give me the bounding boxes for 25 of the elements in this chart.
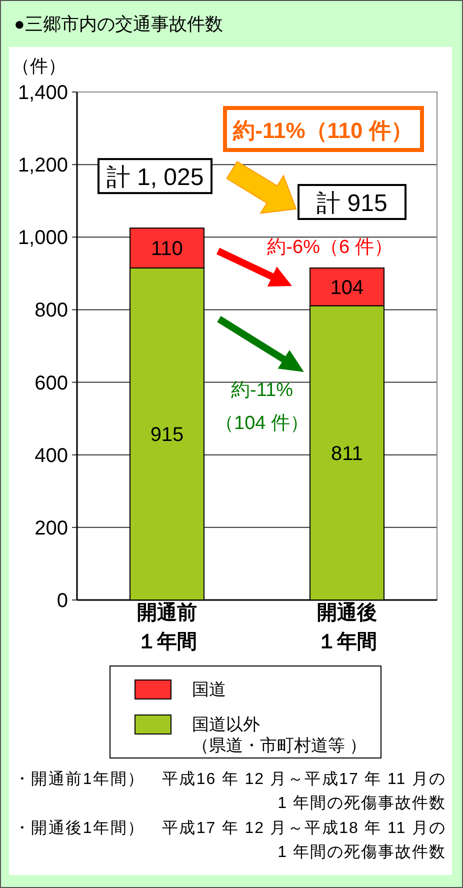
legend-label: 国道 [192, 679, 227, 700]
data-label: 110 [151, 238, 183, 260]
data-label: 104 [330, 276, 364, 299]
legend-label: 国道以外（県道・市町村道等 ） [192, 714, 368, 756]
total-label: 計 1, 025 [106, 164, 204, 192]
y-tick-label: 1,000 [18, 227, 68, 250]
x-tick-label: 開通後１年間 [316, 601, 378, 655]
total-label: 計 915 [316, 190, 388, 217]
y-tick-label: 1,200 [18, 154, 68, 177]
annotation: 約-11%（110 件） [232, 118, 413, 143]
data-label: 915 [150, 424, 184, 446]
title: ●三郷市内の交通事故件数 [14, 14, 223, 34]
y-tick-label: 400 [34, 444, 68, 467]
annotation: 約-11%（104 件） [214, 379, 310, 436]
y-tick-label: 800 [34, 300, 68, 322]
text: ・開通後1年間） 平成17 年 12 月～平成18 年 11 月の1 年間の死傷事故件数 [14, 818, 446, 863]
ylabel: （件） [12, 56, 66, 76]
y-tick-label: 0 [56, 590, 68, 612]
data-label: 811 [331, 442, 363, 465]
y-tick-label: 1,400 [18, 82, 68, 104]
text: ・開通前1年間） 平成16 年 12 月～平成17 年 11 月の1 年間の死傷事故件数 [14, 770, 446, 814]
x-tick-label: 開通前１年間 [136, 601, 198, 655]
y-tick-label: 600 [34, 372, 68, 394]
y-tick-label: 200 [34, 517, 68, 540]
annotation: 約-6%（6 件） [267, 237, 393, 258]
